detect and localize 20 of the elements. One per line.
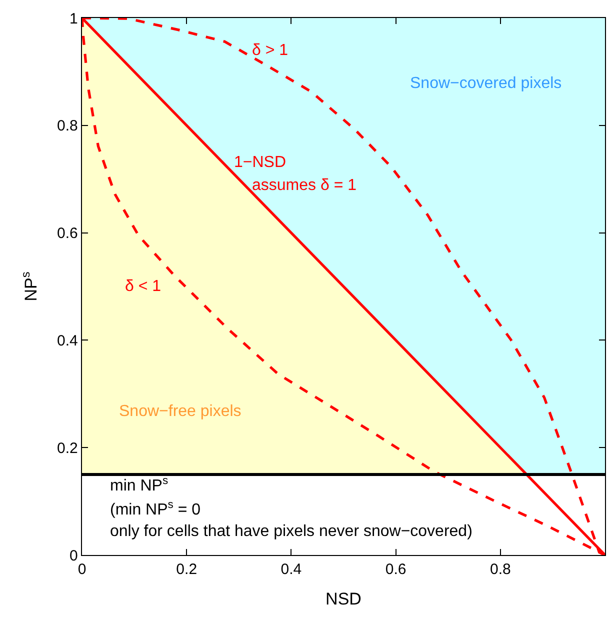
y-tick-label: 0 bbox=[70, 547, 78, 564]
y-tick-label: 0.8 bbox=[57, 118, 78, 135]
y-tick-label: 0.6 bbox=[57, 225, 78, 242]
annotation: δ > 1 bbox=[252, 42, 288, 59]
annotation: Snow−covered pixels bbox=[410, 75, 562, 92]
x-axis-title: NSD bbox=[326, 590, 362, 608]
y-tick-label: 0.4 bbox=[57, 332, 78, 350]
annotation: Snow−free pixels bbox=[119, 403, 242, 420]
annotation: δ < 1 bbox=[125, 278, 162, 295]
x-tick-label: 0.4 bbox=[280, 561, 302, 578]
y-tick-label: 0.2 bbox=[57, 440, 78, 457]
annotation: min NP$^{s}$ bbox=[110, 475, 168, 495]
y-tick-label: 1 bbox=[70, 10, 78, 28]
annotation: (min NP$^{s}$ = 0 bbox=[110, 499, 201, 519]
annotation: assumes δ = 1 bbox=[252, 177, 357, 194]
x-tick-label: 0.6 bbox=[385, 561, 406, 578]
annotation: 1−NSD bbox=[234, 154, 286, 171]
x-tick-label: 0.2 bbox=[176, 561, 198, 578]
x-tick-label: 0.8 bbox=[490, 561, 511, 578]
annotation: only for cells that have pixels never snow−covered) bbox=[110, 523, 472, 540]
